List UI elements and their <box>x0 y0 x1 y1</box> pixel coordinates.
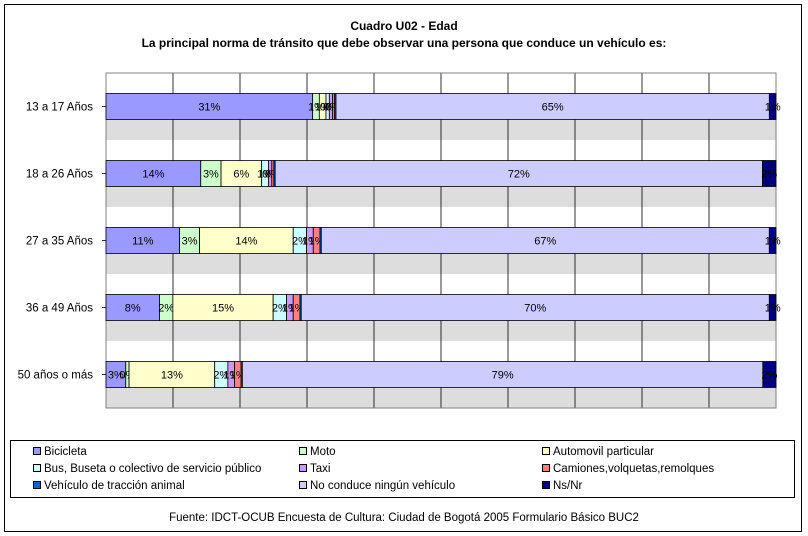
data-label: 3% <box>203 169 219 181</box>
data-label: 1% <box>765 102 781 114</box>
data-label: 6% <box>233 169 249 181</box>
bar-segment <box>105 160 202 187</box>
legend-swatch <box>33 463 41 472</box>
legend-label: Moto <box>310 446 336 458</box>
legend: Bicicleta Moto Automovil particular Bus, Bu… <box>10 440 795 498</box>
data-label: 8% <box>125 303 141 315</box>
bar-row: 14% 3% 6% 1%0%0% 72% 2% <box>105 160 777 187</box>
data-label: 67% <box>534 236 556 248</box>
data-label: 11% <box>132 236 153 248</box>
legend-label: Vehículo de tracción animal <box>44 480 185 492</box>
legend-item: Bicicleta <box>33 446 87 458</box>
bar-segment <box>762 361 777 388</box>
data-label: 3% <box>108 370 124 382</box>
data-label: 15% <box>212 303 234 315</box>
data-label: 2% <box>213 370 229 382</box>
data-label: 1% <box>765 236 781 248</box>
legend-swatch <box>299 480 307 489</box>
bar-segment <box>172 294 274 321</box>
bar-segment <box>199 227 294 254</box>
data-label: 31% <box>198 102 220 114</box>
data-label: 2% <box>272 303 288 315</box>
legend-label: Taxi <box>310 463 331 475</box>
data-label: 14% <box>142 169 164 181</box>
bar-segment <box>105 93 314 120</box>
bar-segment <box>105 227 180 254</box>
bar-row: 11% 3% 14% 2%1%1% 67% 1% <box>105 227 781 254</box>
bar-segment <box>220 160 263 187</box>
data-label: 65% <box>542 102 564 114</box>
bar-segment <box>128 361 216 388</box>
category-label: 50 años o más <box>18 370 94 382</box>
legend-label: Camiones,volquetas,remolques <box>553 463 715 475</box>
legend-swatch <box>299 446 307 455</box>
legend-item: Bus, Buseta o colectivo de servicio públ… <box>33 463 261 475</box>
bar-segment <box>768 93 777 120</box>
bar-segment <box>300 294 770 321</box>
legend-swatch <box>33 480 41 489</box>
legend-swatch <box>299 463 307 472</box>
category-label: 18 a 26 Años <box>26 169 93 181</box>
category-label: 13 a 17 Años <box>26 102 93 114</box>
data-label: 2% <box>292 236 308 248</box>
legend-label: Ns/Nr <box>553 480 583 492</box>
legend-item: Camiones,volquetas,remolques <box>542 463 714 475</box>
legend-swatch <box>33 446 41 455</box>
data-label: 70% <box>524 303 546 315</box>
legend-item: Ns/Nr <box>542 480 582 492</box>
data-label: 3% <box>182 236 198 248</box>
bar-segment <box>762 160 777 187</box>
legend-swatch <box>542 446 550 455</box>
legend-item: Vehículo de tracción animal <box>33 480 185 492</box>
data-label: 13% <box>161 370 183 382</box>
legend-swatch <box>542 480 550 489</box>
legend-item: Moto <box>299 446 336 458</box>
category-label: 36 a 49 Años <box>26 303 93 315</box>
category-label: 27 a 35 Años <box>26 236 93 248</box>
data-label: 2% <box>158 303 174 315</box>
chart-title: Cuadro U02 - Edad <box>350 19 458 33</box>
legend-label: Bicicleta <box>44 446 87 458</box>
bar-segment <box>335 93 770 120</box>
bar-segment <box>320 227 770 254</box>
data-label: 79% <box>492 370 514 382</box>
bar-segment <box>274 160 763 187</box>
data-label: 72% <box>508 169 530 181</box>
legend-label: Automovil particular <box>553 446 654 458</box>
bar-segment <box>768 294 777 321</box>
bar-segment <box>105 294 160 321</box>
source-note: Fuente: IDCT-OCUB Encuesta de Cultura: C… <box>169 512 639 524</box>
data-label: 14% <box>235 236 257 248</box>
bar-row: 8% 2% 15% 2%1%1% 70% 1% <box>105 294 781 321</box>
data-label: 2% <box>761 370 777 382</box>
legend-swatch <box>542 463 550 472</box>
bar-row: 31% 1%1%0%0%0% 65% 1% <box>105 93 781 120</box>
legend-item: No conduce ningún vehículo <box>299 480 455 492</box>
legend-label: No conduce ningún vehículo <box>310 480 456 492</box>
bar-segment <box>768 227 777 254</box>
legend-item: Taxi <box>299 463 330 475</box>
data-label: 2% <box>761 169 777 181</box>
bar-row: 3%0% 13% 2%1%1% 79% 2% <box>105 361 778 388</box>
legend-item: Automovil particular <box>542 446 654 458</box>
data-label: 1% <box>765 303 781 315</box>
legend-label: Bus, Buseta o colectivo de servicio públ… <box>44 463 262 475</box>
chart-subtitle: La principal norma de tránsito que debe … <box>141 36 667 50</box>
